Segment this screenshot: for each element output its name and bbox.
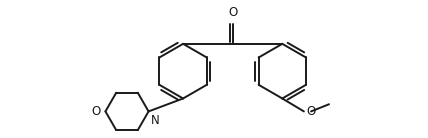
Text: N: N bbox=[151, 114, 160, 127]
Text: O: O bbox=[307, 105, 316, 118]
Text: O: O bbox=[92, 105, 101, 118]
Text: O: O bbox=[228, 6, 237, 19]
